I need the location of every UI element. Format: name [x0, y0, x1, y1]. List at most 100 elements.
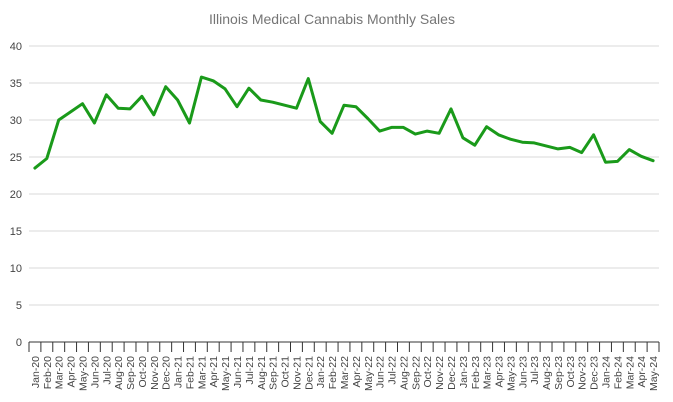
x-tick-label: Jan-22 [315, 356, 327, 388]
data-point [330, 132, 334, 135]
y-tick-label: 15 [10, 226, 22, 238]
data-point [532, 141, 536, 145]
x-tick-label: Dec-21 [303, 356, 315, 390]
chart-title: Illinois Medical Cannabis Monthly Sales [209, 11, 455, 27]
data-point [485, 125, 488, 128]
data-point [33, 166, 37, 170]
x-tick-label: Apr-20 [66, 356, 78, 388]
data-point [128, 107, 132, 111]
series-line [33, 75, 655, 170]
data-point [164, 85, 167, 88]
data-point [473, 143, 476, 147]
x-tick-label: Nov-20 [149, 356, 161, 390]
data-point [651, 159, 655, 162]
data-point [509, 138, 512, 141]
data-point [342, 104, 346, 107]
data-point [390, 126, 393, 129]
data-point [235, 105, 239, 108]
data-point [81, 102, 84, 105]
data-point [45, 157, 49, 160]
data-point [319, 120, 322, 123]
x-tick-label: Feb-24 [612, 356, 624, 389]
y-tick-label: 35 [10, 78, 22, 90]
x-tick-label: Jun-20 [89, 356, 101, 388]
y-tick-label: 20 [10, 189, 22, 201]
x-tick-label: Jan-20 [30, 356, 42, 388]
data-point [580, 151, 583, 154]
x-tick-label: Dec-20 [161, 356, 173, 390]
x-tick-label: Dec-22 [446, 356, 458, 390]
data-point [616, 160, 619, 163]
data-point [152, 113, 156, 117]
x-tick-label: Mar-20 [54, 356, 66, 389]
x-tick-label: May-21 [220, 356, 232, 391]
x-tick-label: Jul-21 [244, 356, 256, 385]
data-point [497, 133, 500, 136]
y-tick-label: 25 [10, 152, 22, 164]
x-tick-label: Apr-24 [636, 356, 648, 388]
x-tick-label: Feb-20 [42, 356, 54, 389]
x-tick-label: May-22 [363, 356, 375, 391]
x-tick-label: Aug-22 [398, 356, 410, 390]
data-point [437, 132, 441, 135]
data-point [259, 98, 262, 102]
data-point [449, 107, 453, 111]
data-point [378, 129, 381, 133]
data-point [295, 106, 298, 110]
x-tick-label: Apr-21 [208, 356, 220, 388]
data-point [556, 147, 560, 151]
x-tick-label: Nov-21 [291, 356, 303, 390]
data-point [366, 117, 369, 120]
x-tick-label: Mar-21 [196, 356, 208, 389]
x-tick-label: Nov-23 [577, 356, 589, 390]
data-point [93, 121, 96, 125]
x-tick-label: Sep-23 [553, 356, 565, 390]
x-tick-label: Jan-24 [601, 356, 613, 388]
x-tick-label: Oct-20 [137, 356, 149, 388]
x-tick-label: Feb-23 [470, 356, 482, 389]
y-axis-ticks: 0 5 10 15 20 25 30 35 40 [10, 41, 22, 349]
series-layer [33, 75, 655, 170]
x-axis: Jan-20 Feb-20 Mar-20 Apr-20 May-20 Jun-20 Jul-… [28, 341, 660, 391]
x-tick-label: May-23 [505, 356, 517, 391]
data-point [592, 133, 595, 136]
y-tick-label: 10 [10, 263, 22, 275]
data-point [402, 126, 405, 129]
x-tick-label: Oct-23 [565, 356, 577, 388]
data-point [283, 104, 286, 107]
x-tick-label: Feb-21 [184, 356, 196, 389]
x-tick-label: Dec-23 [589, 356, 601, 390]
data-point [628, 148, 631, 151]
y-tick-label: 0 [16, 337, 22, 349]
x-tick-label: Jun-23 [517, 356, 529, 388]
data-point [604, 160, 607, 164]
x-tick-label: Apr-22 [351, 356, 363, 388]
data-point [57, 118, 60, 122]
x-tick-label: Mar-24 [624, 356, 636, 389]
data-point [354, 105, 358, 108]
data-point [116, 106, 120, 110]
data-point [544, 144, 548, 148]
x-tick-label: Jul-22 [387, 356, 399, 385]
x-tick-label: Mar-23 [482, 356, 494, 389]
x-tick-label: Jul-20 [101, 356, 113, 385]
x-tick-label: Jun-21 [232, 356, 244, 388]
data-point [200, 75, 203, 79]
data-point [639, 155, 643, 158]
x-tick-label: Jun-22 [375, 356, 387, 388]
data-point [69, 110, 72, 114]
data-point [414, 132, 417, 136]
x-tick-label: Oct-22 [422, 356, 434, 388]
data-point [188, 121, 191, 125]
x-tick-label: Aug-21 [256, 356, 268, 390]
data-point [307, 77, 310, 80]
data-point [271, 101, 274, 104]
x-tick-label: Sep-20 [125, 356, 137, 390]
y-tick-label: 40 [10, 41, 22, 53]
data-point [568, 146, 572, 149]
x-tick-label: Jul-23 [529, 356, 541, 385]
data-point [212, 79, 215, 82]
data-point [521, 141, 524, 144]
x-tick-label: Aug-20 [113, 356, 125, 390]
